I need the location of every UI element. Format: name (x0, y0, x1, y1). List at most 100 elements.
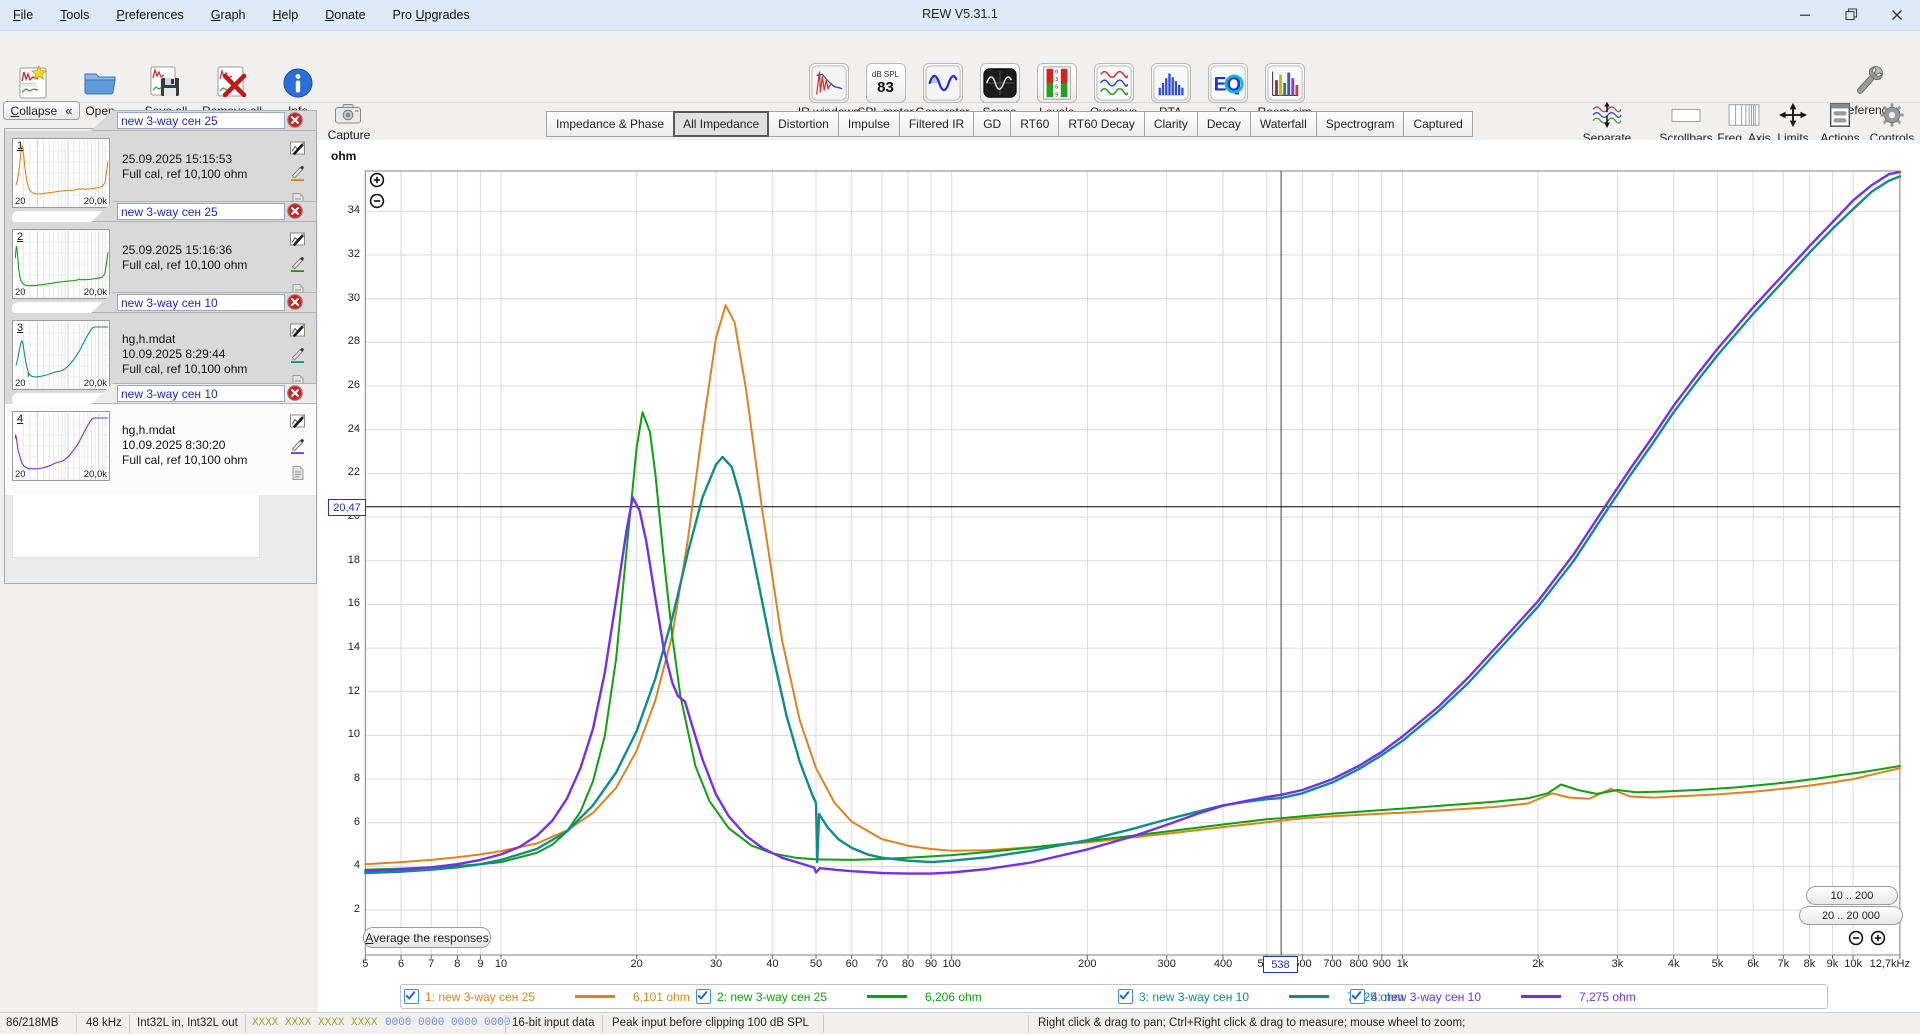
tab-waterfall[interactable]: Waterfall (1249, 111, 1317, 137)
x-zoom-out-icon[interactable] (1848, 930, 1864, 946)
legend-label-3[interactable]: 3: new 3-way сен 10 (1139, 989, 1250, 1004)
actions-icon (1820, 101, 1860, 129)
legend-value-1: 6,101 ohm (633, 989, 690, 1004)
freq-range-10-200-button[interactable]: 10 .. 200 (1806, 886, 1898, 905)
legend-label-4[interactable]: 4: new 3-way сен 10 (1371, 989, 1482, 1004)
x-tick-9k: 9k (1826, 958, 1839, 970)
capture-button[interactable]: Capture (327, 103, 371, 143)
measurement-info-line: 10.09.2025 8:30:20 (122, 438, 226, 452)
y-zoom-in-icon[interactable] (369, 172, 385, 188)
limits-button[interactable]: Limits (1766, 101, 1820, 145)
trace-config-icon[interactable] (290, 231, 305, 247)
x-tick-5: 5 (362, 958, 369, 970)
freq-range-20-20000-button[interactable]: 20 .. 20 000 (1799, 906, 1903, 925)
trace-color-pencil-icon[interactable] (290, 165, 305, 181)
collapse-label: Collapse (10, 103, 58, 118)
trace-color-pencil-icon[interactable] (290, 256, 305, 272)
legend-item-2: 2: new 3-way сен 25 6,206 ohm (696, 988, 982, 1005)
controls-button[interactable]: Controls (1865, 101, 1919, 145)
y-zoom-out-icon[interactable] (369, 193, 385, 209)
measurement-number[interactable]: 1 (17, 140, 24, 152)
x-tick-12-7khz: 12,7kHz (1869, 958, 1910, 970)
separate-button[interactable]: Separate (1580, 101, 1634, 145)
spl-meter-icon: dB SPL 83 (865, 63, 906, 103)
x-tick-9: 9 (477, 958, 484, 970)
measurement-thumbnail-4[interactable]: 4 20 20,0k (12, 411, 110, 481)
measurement-name-input-2[interactable] (117, 203, 285, 220)
legend-line-swatch (1289, 995, 1329, 998)
trace-config-icon[interactable] (290, 413, 305, 429)
menu-tools[interactable]: Tools (60, 7, 90, 22)
notes-icon[interactable] (290, 465, 305, 481)
actions-button[interactable]: Actions (1813, 101, 1867, 145)
trace-color-pencil-icon[interactable] (290, 438, 305, 454)
thumb-xmax-label: 20,0k (83, 196, 107, 207)
delete-measurement-button-3[interactable] (286, 293, 304, 311)
menu-help[interactable]: Help (272, 7, 299, 22)
measurement-number[interactable]: 4 (17, 413, 24, 425)
info-button[interactable]: Info (270, 64, 326, 118)
legend-checkbox-3[interactable] (1118, 989, 1133, 1004)
collapse-sidebar-button[interactable]: Collapse « (3, 101, 80, 120)
menu-file[interactable]: File (13, 7, 34, 22)
tab-rt60[interactable]: RT60 (1010, 111, 1060, 137)
measurement-name-input-4[interactable] (117, 385, 285, 402)
measurement-info-line: Full cal, ref 10,100 ohm (122, 362, 248, 376)
impedance-plot[interactable] (318, 140, 1920, 984)
save-all-button[interactable]: Save all (138, 64, 194, 118)
tab-gd[interactable]: GD (973, 111, 1012, 137)
freq-axis-button[interactable]: Freq. Axis (1717, 101, 1771, 145)
legend-checkbox-4[interactable] (1350, 989, 1365, 1004)
tab-filtered-ir[interactable]: Filtered IR (898, 111, 975, 137)
menu-preferences[interactable]: Preferences (116, 7, 184, 22)
menu-graph[interactable]: Graph (210, 7, 246, 22)
measurement-name-input-3[interactable] (117, 294, 285, 311)
measurement-thumbnail-2[interactable]: 2 20 20,0k (12, 229, 110, 299)
x-tick-10: 10 (494, 958, 508, 970)
open-button[interactable]: Open (72, 64, 128, 118)
eq-button[interactable]: EQEQ (1199, 63, 1256, 119)
delete-measurement-button-4[interactable] (286, 384, 304, 402)
legend-checkbox-1[interactable] (404, 989, 419, 1004)
minimize-button[interactable] (1782, 0, 1828, 29)
legend-label-2[interactable]: 2: new 3-way сен 25 (717, 989, 828, 1004)
tab-impedance-phase[interactable]: Impedance & Phase (546, 111, 675, 137)
trace-1 (364, 304, 1901, 866)
tab-spectrogram[interactable]: Spectrogram (1315, 111, 1405, 137)
measurement-number[interactable]: 3 (17, 322, 24, 334)
x-zoom-in-icon[interactable] (1870, 930, 1886, 946)
tab-rt60-decay[interactable]: RT60 Decay (1058, 111, 1145, 137)
measurement-name-input-1[interactable] (117, 112, 285, 129)
close-button[interactable] (1874, 0, 1920, 29)
measurement-thumbnail-1[interactable]: 1 20 20,0k (12, 138, 110, 208)
scrollbars-button[interactable]: Scrollbars (1659, 101, 1713, 145)
legend-checkbox-2[interactable] (696, 989, 711, 1004)
capture-label: Capture (327, 128, 371, 142)
levels-button[interactable]: 0369Levels (1028, 63, 1085, 119)
legend-label-1[interactable]: 1: new 3-way сен 25 (425, 989, 536, 1004)
delete-measurement-button-1[interactable] (286, 111, 304, 129)
close-icon (1892, 9, 1902, 20)
preferences-icon (1849, 63, 1887, 101)
trace-color-pencil-icon[interactable] (290, 347, 305, 363)
menu-pro-upgrades[interactable]: Pro Upgrades (392, 7, 470, 22)
x-tick-30: 30 (709, 958, 723, 970)
tab-all-impedance[interactable]: All Impedance (673, 111, 770, 137)
tab-impulse[interactable]: Impulse (837, 111, 900, 137)
delete-measurement-button-2[interactable] (286, 202, 304, 220)
trace-config-icon[interactable] (290, 140, 305, 156)
remove-all-button[interactable]: Remove all (202, 64, 262, 118)
measurement-number[interactable]: 2 (17, 231, 24, 243)
tab-distortion[interactable]: Distortion (768, 111, 839, 137)
trace-config-icon[interactable] (290, 322, 305, 338)
measurement-thumbnail-3[interactable]: 3 20 20,0k (12, 320, 110, 390)
tab-decay[interactable]: Decay (1196, 111, 1251, 137)
tab-captured[interactable]: Captured (1403, 111, 1473, 137)
ir-windows-icon (808, 63, 849, 103)
tab-clarity[interactable]: Clarity (1143, 111, 1198, 137)
y-tick-30: 30 (347, 291, 360, 304)
x-tick-80: 80 (901, 958, 915, 970)
restore-button[interactable] (1828, 0, 1874, 29)
menu-donate[interactable]: Donate (325, 7, 366, 22)
